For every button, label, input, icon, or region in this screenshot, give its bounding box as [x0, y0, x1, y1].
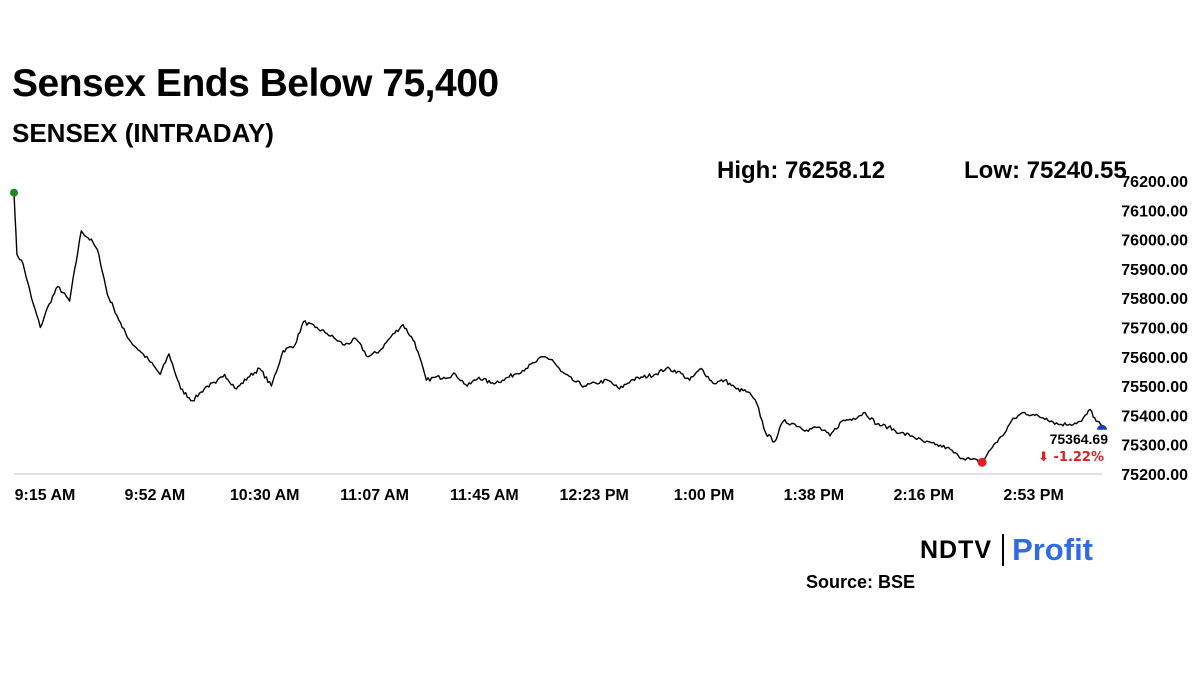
y-tick-label: 75300.00 — [1121, 438, 1188, 455]
x-tick-label: 1:38 PM — [784, 487, 844, 504]
x-tick-label: 11:45 AM — [450, 487, 519, 504]
page-title: Sensex Ends Below 75,400 — [12, 62, 499, 105]
close-value-label: 75364.69 — [1050, 431, 1109, 447]
sensex-price-line — [13, 192, 1103, 464]
change-percent-label: ⬇ -1.22% — [1038, 450, 1104, 465]
y-tick-label: 75700.00 — [1121, 321, 1188, 338]
x-tick-label: 11:07 AM — [340, 487, 409, 504]
y-tick-label: 76100.00 — [1121, 203, 1188, 220]
ndtv-wordmark: NDTV — [920, 535, 993, 564]
x-tick-label: 1:00 PM — [674, 487, 734, 504]
x-tick-label: 2:53 PM — [1003, 487, 1063, 504]
logo-divider — [1002, 534, 1005, 566]
y-tick-label: 76000.00 — [1121, 233, 1188, 250]
ndtv-profit-logo: NDTV Profit — [920, 532, 1093, 568]
y-tick-label: 75200.00 — [1121, 467, 1188, 484]
y-tick-label: 75900.00 — [1121, 262, 1188, 279]
y-tick-label: 75800.00 — [1121, 291, 1188, 308]
y-tick-label: 75500.00 — [1121, 379, 1188, 396]
y-tick-label: 75400.00 — [1121, 408, 1188, 425]
y-tick-label: 76200.00 — [1121, 174, 1188, 191]
x-tick-label: 2:16 PM — [893, 487, 953, 504]
y-tick-label: 75600.00 — [1121, 350, 1188, 367]
chart-subtitle: SENSEX (INTRADAY) — [12, 118, 274, 148]
open-marker — [10, 188, 18, 197]
x-tick-label: 12:23 PM — [560, 487, 629, 504]
close-marker — [1097, 424, 1107, 430]
profit-wordmark: Profit — [1012, 532, 1093, 567]
low-value: Low: 75240.55 — [964, 157, 1127, 184]
x-tick-label: 9:15 AM — [15, 487, 76, 504]
day-low-marker — [977, 457, 987, 467]
x-tick-label: 9:52 AM — [124, 487, 185, 504]
high-value: High: 76258.12 — [717, 157, 886, 184]
source-note: Source: BSE — [806, 572, 916, 592]
x-tick-label: 10:30 AM — [230, 487, 300, 504]
